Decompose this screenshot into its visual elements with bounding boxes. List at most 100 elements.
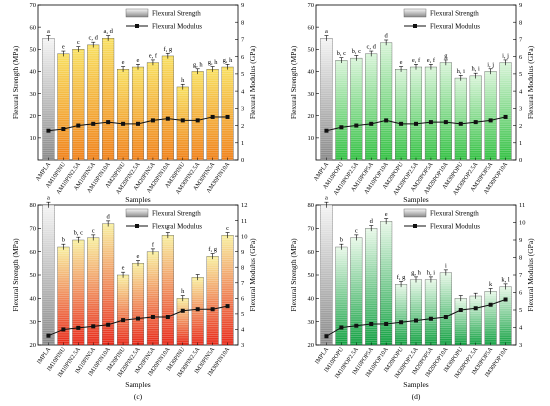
y2-tick-label: 9 (241, 249, 244, 256)
modulus-point (354, 323, 359, 328)
modulus-point (443, 120, 448, 125)
legend-label-strength: Flexural Strength (152, 10, 201, 18)
significance-label: e (137, 57, 140, 64)
modulus-point (195, 118, 200, 123)
legend: Flexural Strength Flexural Modulus (403, 208, 480, 231)
significance-label: h, i (427, 269, 436, 276)
modulus-point (61, 127, 66, 131)
panel-tag: (c) (134, 392, 143, 401)
bar-strength (454, 77, 467, 161)
y-axis-label: Flexural Strength (MPa) (289, 238, 298, 312)
y-tick-label: 50 (308, 272, 315, 279)
significance-label: f, g (164, 46, 173, 53)
modulus-point (399, 121, 404, 126)
significance-label: k (489, 281, 493, 288)
modulus-point (225, 114, 230, 119)
significance-label: d (370, 218, 374, 225)
bar-strength (335, 60, 348, 161)
legend-label-strength: Flexural Strength (430, 10, 479, 18)
significance-label: c, d (89, 35, 99, 42)
y2-tick-label: 4 (519, 88, 523, 95)
modulus-point (136, 121, 140, 126)
significance-label: a, d (103, 28, 113, 35)
significance-label: h, i (457, 68, 466, 75)
legend-swatch-strength (125, 208, 149, 218)
modulus-point (488, 302, 493, 307)
y-tick-label: 40 (30, 296, 37, 303)
significance-label: f, g (397, 274, 406, 281)
y-tick-label: 40 (308, 69, 315, 76)
bar-strength (87, 44, 100, 161)
modulus-point (384, 322, 389, 326)
bar-strength (146, 62, 159, 161)
modulus-point (165, 315, 170, 319)
y-tick-label: 70 (30, 226, 37, 233)
bar-strength (424, 279, 437, 346)
y-tick-label: 80 (308, 202, 315, 209)
modulus-point (121, 318, 126, 323)
modulus-point (384, 118, 389, 123)
y-tick-label: 10 (308, 135, 315, 142)
bar-strength (72, 49, 85, 161)
y2-tick-label: 4 (241, 327, 245, 334)
modulus-point (91, 121, 96, 126)
y2-tick-label: 0 (519, 157, 522, 164)
significance-label: a (325, 195, 328, 202)
y-tick-label: 50 (30, 46, 37, 53)
modulus-point (180, 308, 185, 313)
y2-tick-label: 12 (241, 202, 248, 209)
y2-tick-label: 2 (519, 123, 522, 130)
significance-label: i, j (487, 61, 494, 68)
significance-label: c (166, 225, 169, 232)
significance-label: c, d (367, 44, 377, 51)
legend-swatch-modulus-point (135, 224, 139, 228)
y-tick-label: 20 (30, 342, 37, 349)
bar-strength (131, 263, 145, 346)
modulus-point (503, 297, 508, 302)
significance-label: e, f (149, 52, 158, 59)
legend: Flexural Strength Flexural Modulus (125, 208, 202, 231)
significance-label: e (385, 211, 388, 218)
modulus-point (210, 114, 215, 119)
y-tick-label: 30 (30, 319, 37, 326)
y2-tick-label: 1 (519, 140, 522, 147)
x-axis-label: Samples (125, 380, 150, 389)
y2-axis-label: Flexural Modulus (GPa) (526, 45, 535, 119)
modulus-point (106, 322, 111, 327)
y2-tick-label: 8 (241, 264, 244, 271)
modulus-point (458, 121, 463, 126)
chart-panel-2: 10 20 30 40 50 60 70 0 1 2 3 4 5 6 7 8 9 Flexural Strengt… (289, 2, 535, 216)
significance-label: k, l (501, 276, 510, 283)
significance-label: a (325, 28, 328, 35)
significance-label: g, h (223, 57, 234, 64)
modulus-point (369, 121, 374, 126)
significance-label: c (226, 225, 229, 232)
significance-label: e (137, 253, 140, 260)
modulus-point (165, 116, 170, 121)
y-tick-label: 70 (308, 2, 315, 9)
significance-label: b, c (352, 48, 362, 55)
y2-tick-label: 4 (241, 88, 245, 95)
y2-tick-label: 3 (241, 342, 244, 349)
significance-label: i (445, 262, 447, 269)
modulus-point (150, 315, 155, 319)
bar-strength (87, 237, 100, 346)
modulus-point (503, 114, 508, 119)
y-tick-label: 70 (30, 2, 37, 9)
modulus-point (210, 307, 215, 312)
y-tick-label: 20 (30, 113, 37, 120)
y2-tick-label: 1 (241, 140, 244, 147)
modulus-point (180, 118, 185, 123)
legend-label-modulus: Flexural Modulus (430, 223, 480, 231)
significance-label: e (122, 265, 125, 272)
significance-label: i, j (502, 52, 509, 59)
y2-tick-label: 8 (519, 19, 522, 26)
y-tick-label: 80 (30, 202, 37, 209)
y2-tick-label: 11 (519, 202, 525, 209)
y-tick-label: 70 (308, 226, 315, 233)
y-tick-label: 40 (30, 69, 37, 76)
significance-label: g (444, 52, 448, 59)
y2-tick-label: 3 (519, 106, 522, 113)
y2-tick-label: 7 (519, 37, 523, 44)
